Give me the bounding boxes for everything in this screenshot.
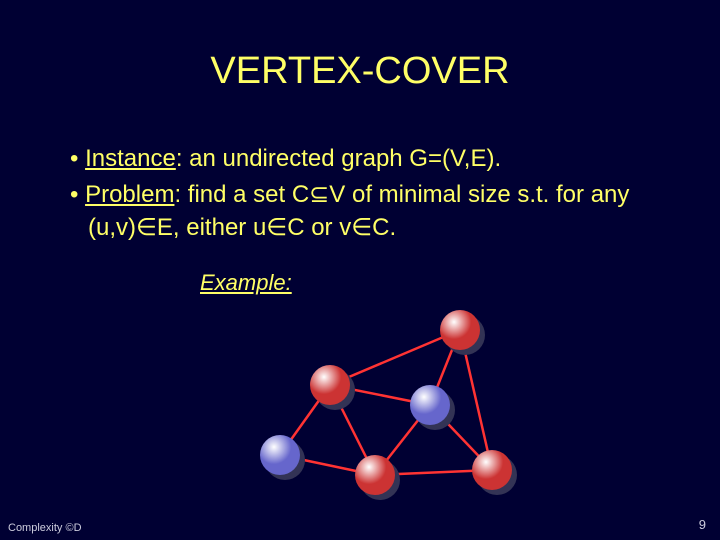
graph-node [440,310,480,350]
graph-node [310,365,350,405]
bullet-problem-label: Problem [85,181,174,208]
slide-title: VERTEX-COVER [0,0,720,93]
bullet-instance-label: Instance [85,145,176,172]
bullet-problem: Problem: find a set C⊆V of minimal size … [70,179,670,244]
graph-node [355,455,395,495]
example-label: Example: [0,248,720,296]
graph-node [410,385,450,425]
example-graph [250,305,570,505]
bullet-instance: Instance: an undirected graph G=(V,E). [70,143,670,175]
graph-node [260,435,300,475]
slide-number: 9 [699,517,706,532]
bullet-instance-text: : an undirected graph G=(V,E). [176,145,501,172]
bullet-list: Instance: an undirected graph G=(V,E). P… [0,93,720,244]
footer-left: Complexity ©D [8,522,82,534]
graph-node [472,450,512,490]
